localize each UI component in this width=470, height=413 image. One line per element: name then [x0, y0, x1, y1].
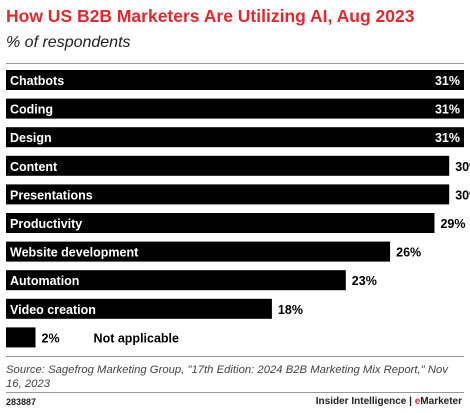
bar-video-creation — [6, 298, 272, 319]
chart-title: How US B2B Marketers Are Utilizing AI, A… — [6, 6, 415, 26]
category-label: Chatbots — [10, 74, 64, 88]
value-label: 31% — [435, 103, 460, 117]
value-label: 23% — [352, 274, 377, 288]
brand-marketer: Marketer — [420, 396, 462, 407]
bar-coding — [6, 98, 464, 119]
footer-divider — [6, 392, 464, 393]
source-divider — [6, 356, 464, 357]
bar-design — [6, 127, 464, 148]
source-note: Source: Sagefrog Marketing Group, "17th … — [6, 364, 448, 390]
value-label: 30% — [455, 188, 470, 202]
brand-separator: | — [406, 396, 415, 407]
bar-website-development — [6, 241, 391, 262]
bar-chatbots — [6, 70, 464, 90]
category-label: Video creation — [10, 303, 96, 317]
value-label: 29% — [440, 217, 465, 231]
top-divider — [6, 63, 464, 64]
value-label: 18% — [278, 303, 303, 317]
chart-subtitle: % of respondents — [6, 34, 131, 51]
value-label: 30% — [455, 160, 470, 174]
value-label: 2% — [42, 331, 60, 345]
category-label: Coding — [10, 103, 53, 117]
category-label: Automation — [10, 274, 79, 288]
category-label: Not applicable — [94, 331, 179, 345]
bar-content — [6, 155, 450, 176]
chart-id: 283887 — [6, 397, 37, 407]
category-label: Website development — [10, 246, 139, 260]
bar-presentations — [6, 184, 450, 205]
value-label: 26% — [396, 246, 421, 260]
brand-e: e — [414, 396, 421, 407]
value-label: 31% — [435, 131, 460, 145]
brand-footer: Insider Intelligence | eMarketer — [316, 396, 462, 407]
category-label: Productivity — [10, 217, 82, 231]
value-label: 31% — [435, 74, 460, 88]
bar-automation — [6, 270, 346, 291]
bar-not-applicable — [6, 327, 36, 348]
category-label: Content — [10, 160, 58, 174]
bar-chart: 31% Chatbots 31% Coding 31% Design 30% Content 3… — [6, 70, 470, 348]
category-label: Design — [10, 131, 52, 145]
bar-productivity — [6, 213, 435, 233]
category-label: Presentations — [10, 188, 93, 202]
brand-insider: Insider Intelligence — [315, 396, 407, 407]
